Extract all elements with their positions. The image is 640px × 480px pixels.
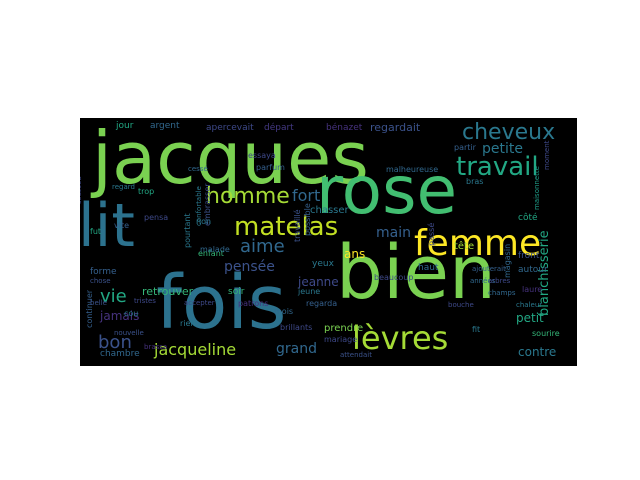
cloud-word: travaillé	[293, 209, 302, 242]
cloud-word: années	[470, 277, 496, 285]
cloud-word: pensée	[224, 259, 275, 275]
cloud-word: cheveux	[462, 120, 556, 145]
cloud-word: bénazet	[326, 123, 363, 133]
cloud-word: jeanne	[298, 275, 339, 289]
cloud-word: accepter	[184, 299, 215, 307]
cloud-word: forme	[90, 267, 117, 277]
cloud-word: sourire	[532, 329, 560, 338]
cloud-word: rose	[316, 152, 458, 229]
cloud-word: malade	[200, 245, 230, 254]
cloud-word: départ	[264, 123, 294, 133]
cloud-word: main	[376, 225, 411, 241]
cloud-word: chasser	[310, 205, 349, 216]
cloud-word: apercevait	[206, 123, 254, 133]
cloud-word: partir	[454, 143, 476, 152]
cloud-word: soir	[228, 287, 245, 297]
cloud-word: maisonnette	[533, 166, 541, 210]
cloud-word: ajouterait	[472, 265, 506, 273]
cloud-word: petit	[516, 311, 544, 325]
cloud-word: femme	[414, 223, 542, 264]
cloud-word: laure	[522, 285, 543, 294]
cloud-word: jacqueline	[154, 340, 237, 359]
cloud-word: essaya	[248, 151, 276, 160]
cloud-word: possible	[303, 203, 312, 236]
cloud-word: cou	[124, 309, 139, 318]
cloud-word: brillants	[280, 323, 313, 332]
cloud-word: yeux	[312, 259, 334, 269]
cloud-word: trop	[138, 187, 155, 196]
cloud-word: prendre	[324, 323, 364, 334]
cloud-word: pourtant	[183, 213, 192, 248]
cloud-word: petite	[482, 141, 523, 157]
cloud-word: contre	[518, 345, 557, 359]
cloud-word: fut	[90, 227, 102, 236]
cloud-word: retrouver	[142, 285, 194, 298]
cloud-word: grand	[276, 341, 317, 357]
cloud-word: rien	[180, 319, 196, 328]
cloud-word: vie	[100, 286, 127, 307]
cloud-word: tristes	[134, 297, 156, 305]
cloud-word: regardait	[370, 121, 421, 134]
cloud-word: jacques	[92, 118, 369, 200]
cloud-word: vite	[114, 221, 130, 230]
cloud-word: autour	[518, 265, 548, 275]
cloud-word: attendait	[340, 351, 372, 359]
cloud-word: non	[196, 217, 212, 226]
cloud-word: jour	[116, 121, 134, 131]
cloud-word: brassa	[144, 343, 168, 351]
cloud-word: fit	[472, 325, 481, 334]
cloud-word: jeune	[298, 287, 321, 296]
cloud-word: georges	[80, 176, 83, 205]
cloud-word: nouvelle	[114, 329, 144, 337]
cloud-word: travail	[456, 152, 539, 182]
cloud-word: ans	[344, 247, 366, 261]
cloud-word: patrons	[238, 299, 269, 308]
cloud-word: arbres	[488, 277, 511, 285]
cloud-word: pensa	[144, 213, 169, 222]
cloud-word: aime	[240, 236, 285, 257]
cloud-word: jamais	[100, 309, 140, 323]
cloud-word: regarda	[306, 299, 338, 308]
cloud-word: bouche	[448, 301, 474, 309]
cloud-word: argent	[150, 121, 180, 131]
cloud-word: fort	[292, 186, 321, 205]
cloud-word: cessé	[188, 165, 208, 173]
cloud-word: haut	[418, 263, 439, 273]
cloud-word: bon	[98, 332, 132, 353]
cloud-word: beaucoup	[374, 273, 414, 282]
cloud-word: malheureuse	[386, 165, 439, 174]
word-cloud: jacques rose bien fois lit femme lèvres …	[80, 118, 577, 366]
cloud-word: lèvres	[352, 319, 449, 357]
cloud-word: chambre	[100, 349, 140, 359]
cloud-word: chaleur	[516, 301, 543, 309]
cloud-word: passé	[427, 222, 436, 246]
cloud-word: lit	[80, 191, 135, 261]
cloud-word: fois	[156, 260, 287, 346]
cloud-word: champs	[488, 289, 516, 297]
cloud-word: mariage	[324, 335, 358, 344]
cloud-word: bras	[466, 177, 484, 186]
cloud-word: tête	[454, 241, 475, 252]
cloud-word: bien	[336, 230, 496, 316]
cloud-word: côté	[518, 213, 538, 223]
cloud-word: enfant	[198, 249, 224, 258]
cloud-word: regard	[112, 183, 135, 191]
cloud-word: matelas	[234, 212, 339, 242]
cloud-word: chose	[90, 277, 111, 285]
cloud-word: parfum	[256, 163, 285, 172]
cloud-word: belle	[90, 299, 107, 307]
cloud-word: moment	[543, 140, 551, 170]
cloud-word: homme	[206, 184, 290, 209]
cloud-word: mois	[274, 307, 294, 316]
cloud-word: continuer	[85, 289, 94, 328]
cloud-word: front	[518, 251, 540, 261]
